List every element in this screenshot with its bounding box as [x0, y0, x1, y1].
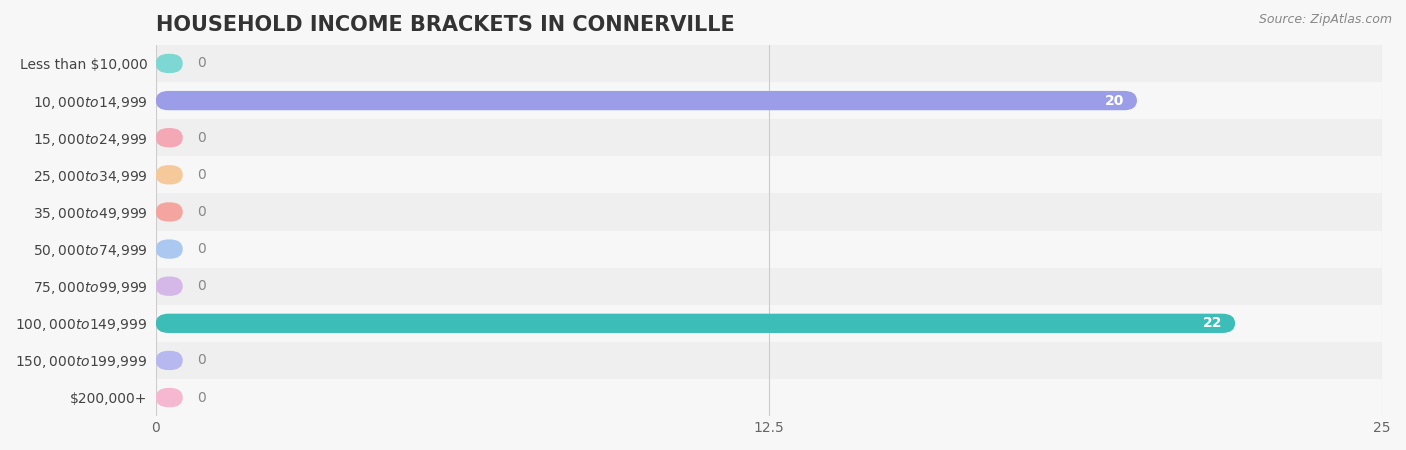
FancyBboxPatch shape — [156, 128, 183, 147]
FancyBboxPatch shape — [156, 202, 183, 221]
Text: 0: 0 — [197, 279, 207, 293]
Bar — [156, 268, 1382, 305]
Bar — [156, 82, 1382, 119]
Text: 0: 0 — [197, 130, 207, 145]
FancyBboxPatch shape — [156, 314, 1234, 333]
Text: 0: 0 — [197, 353, 207, 368]
Bar — [156, 119, 1382, 156]
Bar — [156, 230, 1382, 268]
Text: Source: ZipAtlas.com: Source: ZipAtlas.com — [1258, 14, 1392, 27]
Text: 22: 22 — [1204, 316, 1223, 330]
FancyBboxPatch shape — [156, 165, 183, 184]
Bar — [156, 194, 1382, 230]
Text: 0: 0 — [197, 56, 207, 71]
Text: HOUSEHOLD INCOME BRACKETS IN CONNERVILLE: HOUSEHOLD INCOME BRACKETS IN CONNERVILLE — [156, 15, 734, 35]
Bar — [156, 156, 1382, 194]
Text: 20: 20 — [1105, 94, 1125, 108]
Text: 0: 0 — [197, 242, 207, 256]
Bar — [156, 379, 1382, 416]
FancyBboxPatch shape — [156, 54, 183, 73]
FancyBboxPatch shape — [156, 91, 1137, 110]
Bar — [156, 342, 1382, 379]
Bar — [156, 305, 1382, 342]
Text: 0: 0 — [197, 391, 207, 405]
FancyBboxPatch shape — [156, 388, 183, 407]
Text: 0: 0 — [197, 205, 207, 219]
Bar — [156, 45, 1382, 82]
FancyBboxPatch shape — [156, 277, 183, 296]
FancyBboxPatch shape — [156, 351, 183, 370]
FancyBboxPatch shape — [156, 239, 183, 259]
Text: 0: 0 — [197, 168, 207, 182]
